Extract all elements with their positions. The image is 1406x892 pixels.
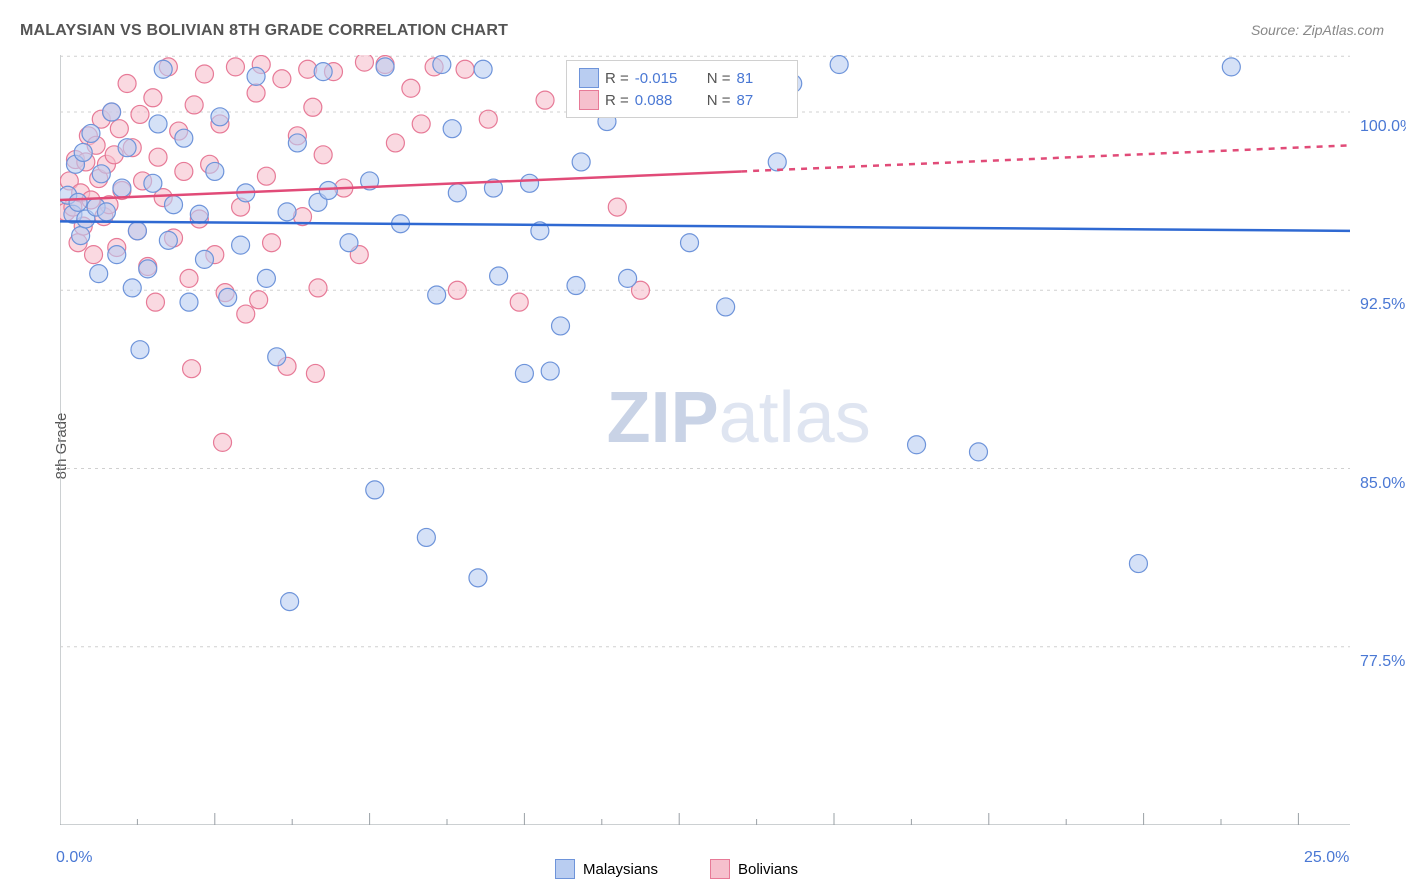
y-tick-label: 92.5% [1360, 296, 1405, 314]
source-label: Source: ZipAtlas.com [1251, 22, 1384, 38]
legend-r-label-blue: R = [605, 70, 629, 87]
legend-n-label-blue: N = [707, 70, 731, 87]
x-tick-label: 0.0% [56, 849, 92, 867]
bottom-label-pink: Bolivians [738, 861, 798, 878]
legend-row-pink: R = 0.088 N = 87 [579, 89, 785, 111]
scatter-chart [60, 55, 1350, 825]
bottom-legend-pink: Bolivians [710, 859, 798, 879]
y-tick-label: 85.0% [1360, 475, 1405, 493]
legend-swatch-pink [579, 90, 599, 110]
y-tick-label: 77.5% [1360, 653, 1405, 671]
correlation-legend: R = -0.015 N = 81 R = 0.088 N = 87 [566, 60, 798, 118]
legend-n-value-pink: 87 [737, 92, 785, 109]
legend-n-value-blue: 81 [737, 70, 785, 87]
legend-r-value-blue: -0.015 [635, 70, 683, 87]
legend-r-label-pink: R = [605, 92, 629, 109]
legend-swatch-blue [579, 68, 599, 88]
legend-row-blue: R = -0.015 N = 81 [579, 67, 785, 89]
legend-n-label-pink: N = [707, 92, 731, 109]
bottom-legend-blue: Malaysians [555, 859, 658, 879]
legend-r-value-pink: 0.088 [635, 92, 683, 109]
bottom-swatch-pink [710, 859, 730, 879]
y-tick-label: 100.0% [1360, 118, 1406, 136]
bottom-swatch-blue [555, 859, 575, 879]
bottom-label-blue: Malaysians [583, 861, 658, 878]
chart-title: MALAYSIAN VS BOLIVIAN 8TH GRADE CORRELAT… [20, 22, 508, 40]
x-tick-label: 25.0% [1304, 849, 1349, 867]
